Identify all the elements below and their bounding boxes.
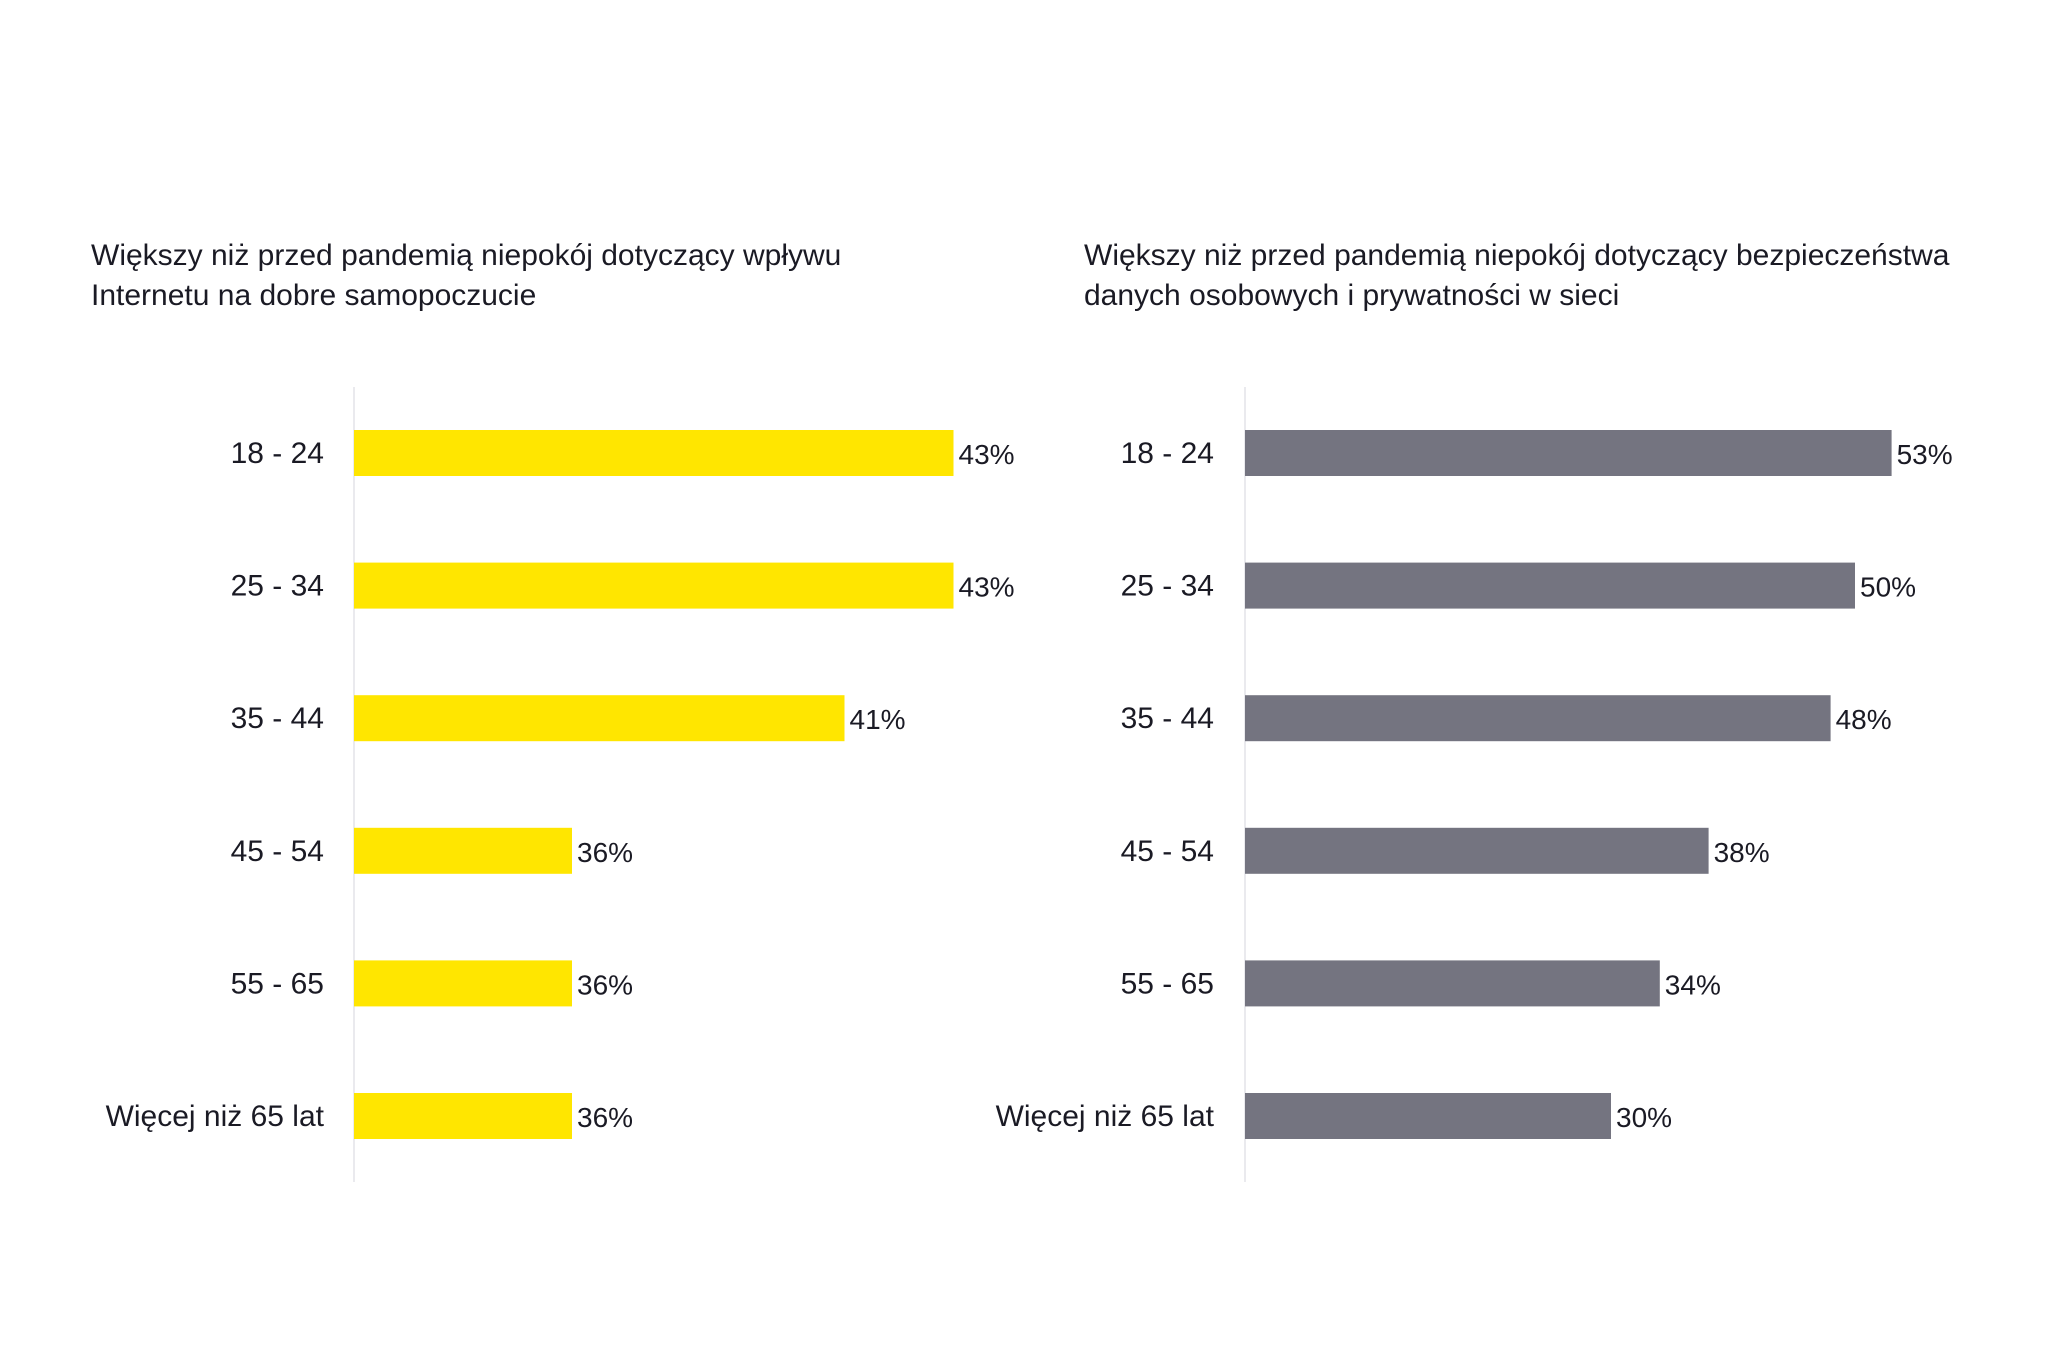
left-category-label-3: 45 - 54 xyxy=(231,835,324,868)
left-category-label-0: 18 - 24 xyxy=(231,437,324,470)
right-value-label-1: 50% xyxy=(1860,572,1916,603)
left-bar-1 xyxy=(354,562,954,609)
right-bar-1 xyxy=(1245,562,1855,609)
right-bar-5 xyxy=(1245,1093,1611,1139)
right-category-label-2: 35 - 44 xyxy=(1121,702,1214,735)
left-title-line-1: Większy niż przed pandemią niepokój doty… xyxy=(91,239,842,272)
right-category-label-0: 18 - 24 xyxy=(1121,437,1214,470)
right-category-label-4: 55 - 65 xyxy=(1121,967,1214,1000)
left-value-label-4: 36% xyxy=(577,969,633,1000)
left-category-label-5: Więcej niż 65 lat xyxy=(106,1100,325,1133)
left-title-line-2: Internetu na dobre samopoczucie xyxy=(91,279,537,312)
right-value-label-4: 34% xyxy=(1665,969,1721,1000)
left-bar-5 xyxy=(354,1093,572,1139)
left-chart-title: Większy niż przed pandemią niepokój doty… xyxy=(91,236,841,316)
right-value-label-0: 53% xyxy=(1897,439,1953,470)
left-category-label-1: 25 - 34 xyxy=(231,570,324,603)
left-value-label-0: 43% xyxy=(959,439,1015,470)
right-category-label-3: 45 - 54 xyxy=(1121,835,1214,868)
right-category-label-1: 25 - 34 xyxy=(1121,570,1214,603)
right-value-label-5: 30% xyxy=(1616,1102,1672,1133)
right-title-line-2: danych osobowych i prywatności w sieci xyxy=(1084,279,1620,312)
right-chart-title: Większy niż przed pandemią niepokój doty… xyxy=(1084,236,1949,316)
left-category-label-4: 55 - 65 xyxy=(231,967,324,1000)
left-value-label-2: 41% xyxy=(850,704,906,735)
right-value-label-2: 48% xyxy=(1836,704,1892,735)
right-value-label-3: 38% xyxy=(1714,837,1770,868)
right-bar-4 xyxy=(1245,960,1660,1007)
right-bar-3 xyxy=(1245,827,1709,874)
left-bar-3 xyxy=(354,827,572,874)
right-title-line-1: Większy niż przed pandemią niepokój doty… xyxy=(1084,239,1950,272)
left-value-label-5: 36% xyxy=(577,1102,633,1133)
left-bar-4 xyxy=(354,960,572,1007)
right-bar-2 xyxy=(1245,695,1831,742)
left-category-label-2: 35 - 44 xyxy=(231,702,324,735)
left-bar-2 xyxy=(354,695,845,742)
left-bar-0 xyxy=(354,430,954,476)
right-category-label-5: Więcej niż 65 lat xyxy=(996,1100,1215,1133)
right-bar-0 xyxy=(1245,430,1892,476)
left-value-label-3: 36% xyxy=(577,837,633,868)
left-value-label-1: 43% xyxy=(959,572,1015,603)
